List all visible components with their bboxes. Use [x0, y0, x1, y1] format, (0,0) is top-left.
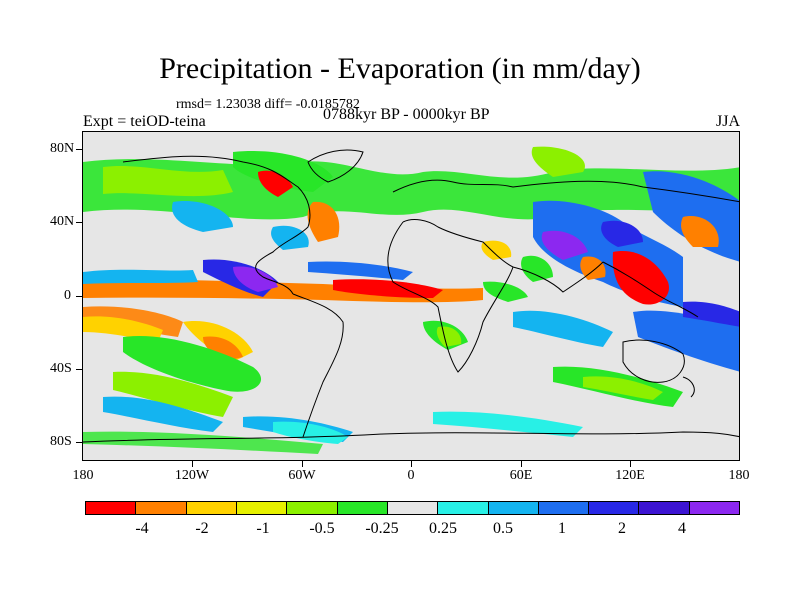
lat-label-0: 0 [64, 288, 71, 303]
colorbar-segment [538, 502, 590, 514]
colorbar-segment [287, 502, 338, 514]
colorbar-label: 0.5 [493, 520, 513, 537]
colorbar-segment [136, 502, 187, 514]
lat-tick [76, 442, 82, 443]
colorbar-segment [86, 502, 137, 514]
lat-tick [76, 149, 82, 150]
colorbar-label: 2 [618, 520, 626, 537]
lon-label-0: 0 [407, 468, 415, 483]
period-label: 0788kyr BP - 0000kyr BP [323, 106, 490, 123]
lon-tick [192, 461, 193, 467]
stats-line: rmsd= 1.23038 diff= -0.0185782 [176, 97, 360, 112]
lon-label-120e: 120E [615, 468, 645, 483]
plot-title: Precipitation - Evaporation (in mm/day) [159, 52, 641, 85]
lon-label-120w: 120W [174, 468, 210, 483]
lon-label-60e: 60E [509, 468, 533, 483]
colorbar-segment [337, 502, 388, 514]
lon-label-180w: 180 [72, 468, 94, 483]
colorbar-segment [438, 502, 489, 514]
lat-label-40s: 40S [50, 361, 72, 376]
experiment-label: Expt = teiOD-teina [83, 113, 206, 130]
colorbar-label: 4 [678, 520, 686, 537]
colorbar-segment [488, 502, 539, 514]
lat-tick [76, 296, 82, 297]
colorbar-label: 0.25 [429, 520, 457, 537]
lat-tick [76, 369, 82, 370]
lat-tick [76, 222, 82, 223]
lon-tick [302, 461, 303, 467]
colorbar-label: -4 [135, 520, 149, 537]
colorbar-segment [689, 502, 740, 514]
season-label: JJA [716, 113, 741, 130]
colorbar-label: 1 [558, 520, 566, 537]
colorbar-label: -0.5 [309, 520, 335, 537]
colorbar [85, 501, 740, 515]
lon-label-60w: 60W [288, 468, 316, 483]
lat-label-40n: 40N [50, 214, 75, 229]
colorbar-segment [589, 502, 640, 514]
lon-tick [521, 461, 522, 467]
colorbar-segment [186, 502, 237, 514]
colorbar-label: -1 [256, 520, 270, 537]
lon-label-180e: 180 [728, 468, 750, 483]
lon-tick [630, 461, 631, 467]
lon-tick [411, 461, 412, 467]
map-plot-area [82, 131, 740, 461]
colorbar-label: -0.25 [365, 520, 399, 537]
colorbar-segment [639, 502, 690, 514]
precip-evap-field [83, 132, 739, 460]
colorbar-segment [236, 502, 288, 514]
colorbar-segment [387, 502, 439, 514]
colorbar-label: -2 [195, 520, 209, 537]
lat-label-80n: 80N [50, 141, 75, 156]
lat-label-80s: 80S [50, 434, 72, 449]
